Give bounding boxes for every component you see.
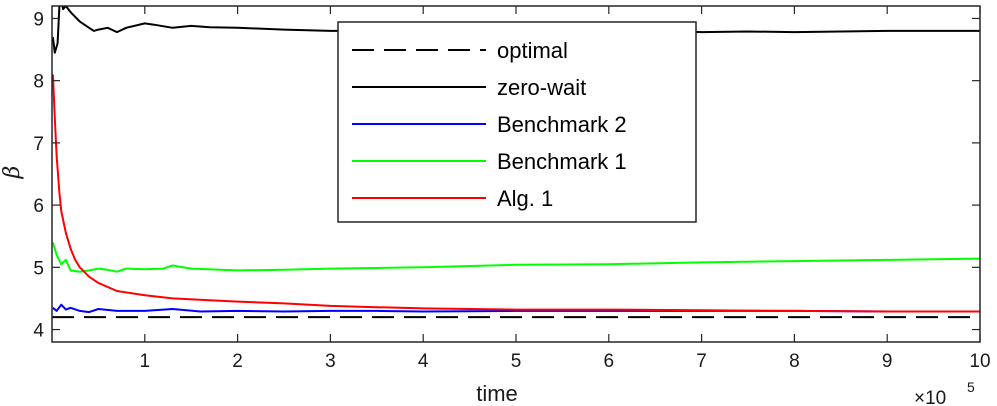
series-line-benchmark-2 <box>52 303 980 314</box>
y-tick-label: 6 <box>33 196 44 217</box>
legend-label: Benchmark 1 <box>497 149 627 174</box>
series-line-alg-1 <box>52 74 980 313</box>
x-tick-label: 8 <box>789 351 800 372</box>
x-tick-label: 7 <box>696 351 707 372</box>
series-layer <box>52 6 980 319</box>
y-tick-label: 4 <box>33 321 44 342</box>
y-tick-label: 8 <box>33 72 44 93</box>
x-tick-label: 10 <box>969 351 990 372</box>
legend: optimal zero-wait Benchmark 2 Benchmark 1 Al… <box>337 21 697 223</box>
x-multiplier-base: ×10 <box>914 388 946 406</box>
y-axis-label: β <box>0 166 25 180</box>
x-tick-label: 6 <box>604 351 615 372</box>
x-multiplier: ×10 <box>914 388 946 406</box>
legend-label: zero-wait <box>497 75 586 100</box>
legend-box <box>337 21 697 223</box>
x-axis-label: time <box>476 381 518 406</box>
x-tick-label: 4 <box>418 351 429 372</box>
y-tick-label: 7 <box>33 134 44 155</box>
legend-label: optimal <box>497 38 568 63</box>
legend-label: Alg. 1 <box>497 186 553 211</box>
x-tick-label: 2 <box>232 351 243 372</box>
legend-label: Benchmark 2 <box>497 112 627 137</box>
y-tick-label: 5 <box>33 258 44 279</box>
y-tick-label: 9 <box>33 9 44 30</box>
series-line-zero-wait <box>52 6 980 54</box>
series-line-benchmark-1 <box>52 242 980 273</box>
x-multiplier-exponent: 5 <box>967 379 975 395</box>
x-tick-label: 3 <box>325 351 336 372</box>
x-tick-label: 9 <box>882 351 893 372</box>
x-tick-label: 5 <box>511 351 522 372</box>
x-tick-label: 1 <box>140 351 151 372</box>
axis-ticks: 1 2 3 4 5 6 7 8 9 10 4 5 6 7 8 9 <box>33 5 991 372</box>
